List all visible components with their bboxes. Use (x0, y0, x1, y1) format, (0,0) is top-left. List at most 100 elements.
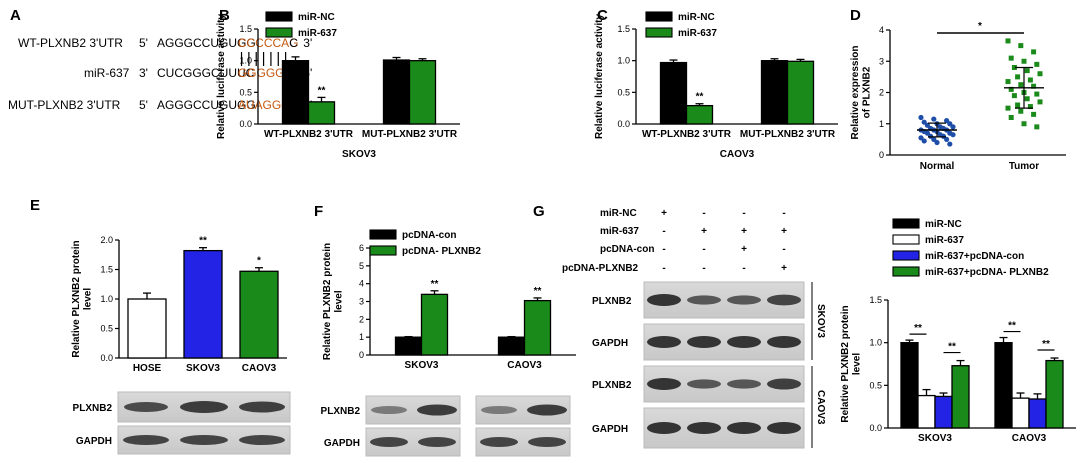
bar (900, 342, 919, 429)
blot-band (727, 422, 761, 434)
bar (1045, 359, 1064, 429)
x-tick-label: CAOV3 (242, 363, 277, 374)
x-tick-label: HOSE (133, 363, 162, 374)
seq-row-pre: AGGGCCUGUGG (157, 36, 256, 50)
seq-row-highlight: CCCCCAG (238, 36, 299, 50)
y-tick-label: 0.5 (617, 87, 630, 97)
data-point (1034, 124, 1040, 130)
y-axis-label: Relative luciferase activity (594, 14, 605, 140)
data-point (1018, 82, 1024, 88)
data-point (1024, 96, 1030, 102)
data-point (1015, 102, 1021, 108)
seq-row-name: MUT-PLXNB2 3'UTR (8, 98, 121, 112)
treatment-sign: + (741, 226, 747, 237)
y-tick-label: 0.5 (869, 380, 882, 390)
bar (1028, 398, 1047, 429)
y-tick-label: 1.5 (869, 295, 882, 305)
significance-label: * (257, 256, 261, 267)
x-tick-label: Tumor (1009, 161, 1039, 172)
treatment-label: pcDNA-PLXNB2 (562, 263, 639, 274)
y-tick-label: 5 (359, 261, 364, 271)
data-point (950, 124, 956, 130)
blot-band (727, 295, 761, 305)
legend-label: miR-637 (678, 28, 717, 39)
data-point (1005, 105, 1011, 111)
y-tick-label: 0.0 (100, 353, 113, 363)
y-tick-label: 6 (359, 243, 364, 253)
bar (685, 104, 714, 125)
significance-label: ** (1008, 321, 1016, 332)
blot-e-label-gapdh: GAPDH (76, 436, 112, 447)
treatment-label: miR-NC (600, 208, 637, 219)
blot-band (418, 437, 456, 447)
chart-g-protein-level: 0.0 0.5 1.0 1.5 Relative PLXNB2 proteinlevel… (840, 218, 1076, 444)
y-axis-label: Relative PLXNB2 proteinlevel (840, 305, 863, 422)
significance-label: ** (914, 323, 922, 334)
data-point (1027, 104, 1033, 110)
y-axis-label: Relative luciferase activity (216, 14, 227, 140)
data-point (1018, 108, 1024, 114)
panel-letter-d: D (850, 7, 861, 24)
y-tick-label: 3 (879, 56, 884, 66)
bar (183, 249, 223, 359)
legend-label: miR-637+pcDNA-con (925, 251, 1024, 262)
legend-swatch (892, 266, 920, 277)
y-tick-label: 1 (879, 119, 884, 129)
blot-band (370, 437, 408, 447)
blot-g-tag-skov3: SKOV3 (815, 304, 826, 338)
bar (523, 299, 552, 356)
blot-band (481, 406, 517, 414)
legend-label: miR-NC (925, 219, 962, 230)
legend-swatch (645, 27, 673, 38)
data-point (924, 122, 931, 128)
bar (659, 61, 688, 125)
data-point (1021, 121, 1027, 127)
legend-swatch (892, 250, 920, 261)
seq-row-name: miR-637 (84, 66, 130, 80)
chart-title: SKOV3 (342, 149, 376, 160)
significance-label: ** (199, 236, 207, 247)
blot-f: PLXNB2 GAPDH (321, 395, 571, 457)
data-point (947, 121, 953, 127)
seq-row-pre: CUCGGGCUUUC (157, 66, 255, 80)
chart-e-protein-level: 0.0 0.5 1.0 1.5 2.0 Relative PLXNB2 proteinle… (71, 235, 287, 374)
blot-band (687, 422, 721, 434)
significance-label: ** (318, 85, 326, 96)
data-point (1008, 115, 1014, 120)
blot-band (239, 401, 285, 413)
treatment-sign: - (742, 263, 745, 274)
blot-band (528, 437, 566, 447)
x-tick-label: CAOV3 (1012, 433, 1047, 444)
blot-band (180, 435, 228, 445)
blot-band (687, 379, 721, 389)
seq-row-prime5: 3' (139, 66, 148, 80)
blot-band (180, 401, 228, 413)
data-point (1011, 65, 1017, 70)
blot-band (527, 404, 567, 416)
data-point (921, 138, 927, 144)
bar (951, 365, 970, 429)
legend-label: miR-637 (925, 235, 964, 246)
data-point (1027, 77, 1033, 83)
blot-e: PLXNB2 GAPDH (73, 391, 291, 455)
y-tick-label: 0.0 (617, 119, 630, 129)
data-point (921, 119, 927, 125)
blot-band (417, 404, 457, 416)
x-tick-label: CAOV3 (507, 360, 542, 371)
data-point (1015, 74, 1021, 80)
legend-label: miR-637 (298, 28, 337, 39)
data-point (1021, 58, 1027, 64)
data-point (1011, 93, 1017, 99)
bar (994, 342, 1013, 429)
y-tick-label: 1.5 (617, 24, 630, 34)
blot-band (647, 422, 681, 434)
blot-band (687, 295, 721, 305)
bar (420, 293, 449, 356)
y-tick-label: 0.5 (100, 324, 113, 334)
legend-label: pcDNA- PLXNB2 (402, 246, 481, 257)
data-point (1037, 99, 1043, 105)
treatment-sign: - (742, 208, 745, 219)
data-point (940, 133, 947, 139)
panel-letter-b: B (219, 7, 230, 24)
seq-row-pre: AGGGCCUGUGG (157, 98, 256, 112)
